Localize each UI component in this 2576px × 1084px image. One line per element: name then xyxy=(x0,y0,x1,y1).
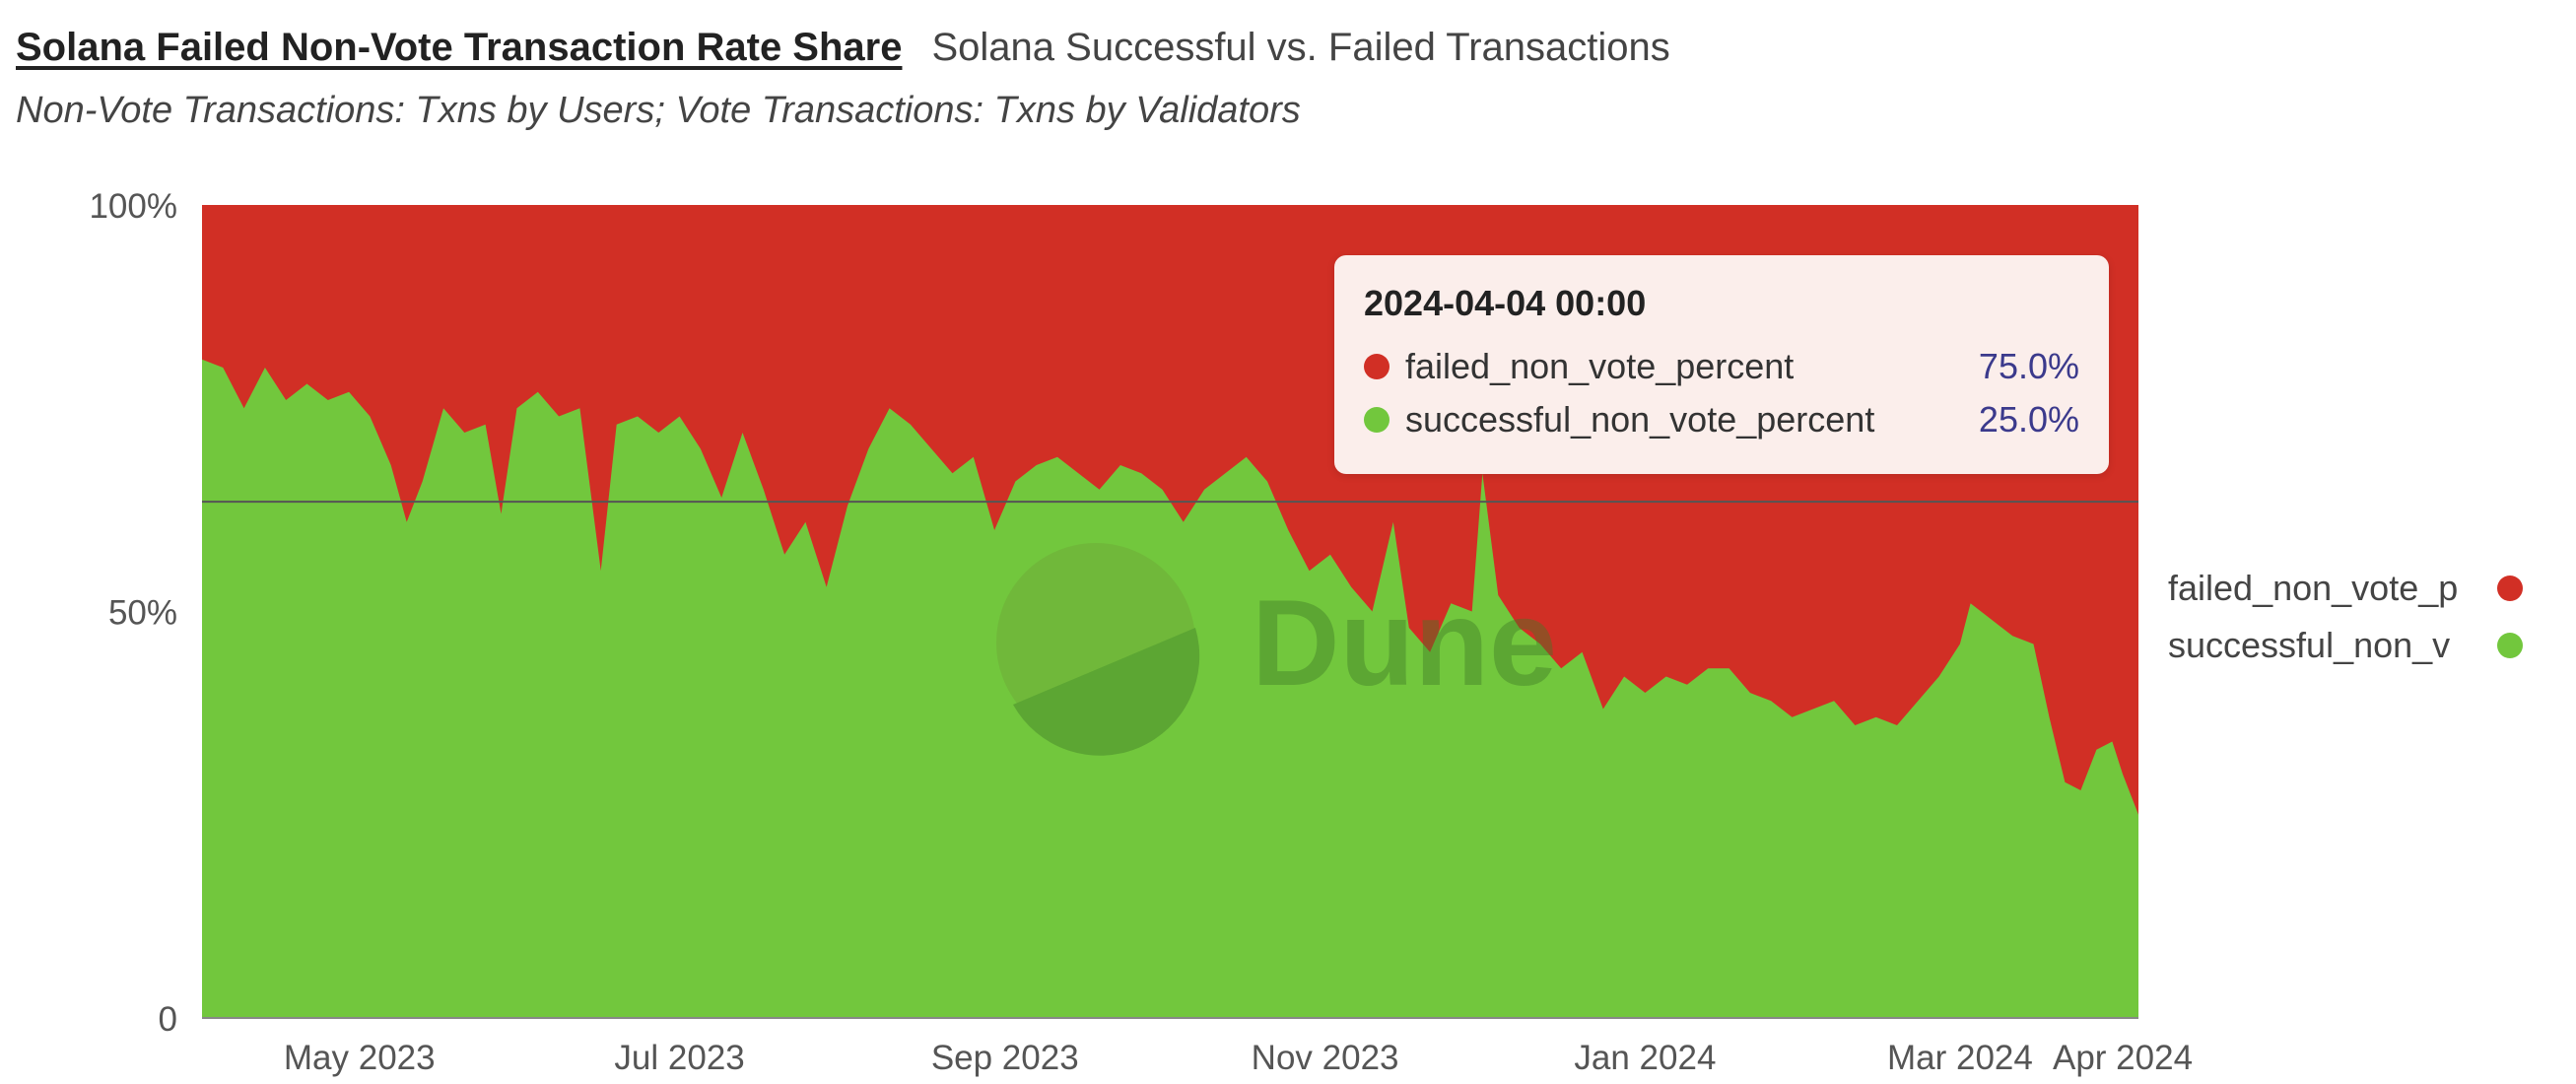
y-axis: 0 50% 100% xyxy=(89,187,177,1039)
tooltip-title: 2024-04-04 00:00 xyxy=(1364,283,1647,323)
chart-header: Solana Failed Non-Vote Transaction Rate … xyxy=(16,26,1670,132)
tooltip-row-successful: successful_non_vote_percent 25.0% xyxy=(1364,393,2079,446)
tooltip-row-value: 25.0% xyxy=(1978,399,2079,440)
x-tick-label: Nov 2023 xyxy=(1252,1039,1399,1077)
successful-dot-icon xyxy=(2497,633,2523,658)
legend-item-failed[interactable]: failed_non_vote_p xyxy=(2168,560,2523,617)
failed-dot-icon xyxy=(1364,354,1390,379)
tooltip-row-label: failed_non_vote_percent xyxy=(1405,346,1795,386)
y-tick-label: 50% xyxy=(108,594,177,633)
x-tick-label: Jul 2023 xyxy=(614,1039,744,1077)
x-tick-label: Mar 2024 xyxy=(1887,1039,2033,1077)
tooltip-row-label: successful_non_vote_percent xyxy=(1405,399,1875,440)
tooltip-row-value: 75.0% xyxy=(1978,346,2079,386)
successful-dot-icon xyxy=(1364,407,1390,433)
secondary-chart-tab[interactable]: Solana Successful vs. Failed Transaction… xyxy=(931,26,1670,69)
tooltip-row-failed: failed_non_vote_percent 75.0% xyxy=(1364,340,2079,393)
x-tick-label: May 2023 xyxy=(284,1039,436,1077)
dune-logo-segment xyxy=(1013,628,1200,756)
x-tick-label: Sep 2023 xyxy=(931,1039,1079,1077)
legend: failed_non_vote_p successful_non_v xyxy=(2168,560,2523,674)
chart-title-link[interactable]: Solana Failed Non-Vote Transaction Rate … xyxy=(16,26,903,69)
successful-area xyxy=(202,359,2138,1018)
failed-dot-icon xyxy=(2497,576,2523,601)
y-tick-label: 0 xyxy=(159,1000,177,1039)
chart-subtitle: Non-Vote Transactions: Txns by Users; Vo… xyxy=(16,90,1301,131)
hover-tooltip: 2024-04-04 00:00 failed_non_vote_percent… xyxy=(1334,255,2109,474)
legend-label: successful_non_v xyxy=(2168,625,2451,665)
dune-logo-icon xyxy=(996,543,1195,742)
x-axis: May 2023 Jul 2023 Sep 2023 Nov 2023 Jan 2024… xyxy=(284,1039,2193,1077)
watermark-text: Dune xyxy=(1252,576,1557,711)
x-tick-label: Jan 2024 xyxy=(1574,1039,1716,1077)
title-row: Solana Failed Non-Vote Transaction Rate … xyxy=(16,26,1670,70)
legend-label: failed_non_vote_p xyxy=(2168,568,2459,608)
y-tick-label: 100% xyxy=(89,187,177,226)
x-tick-label: Apr 2024 xyxy=(2053,1039,2193,1077)
dune-watermark: Dune xyxy=(996,543,1557,756)
legend-item-successful[interactable]: successful_non_v xyxy=(2168,617,2523,674)
